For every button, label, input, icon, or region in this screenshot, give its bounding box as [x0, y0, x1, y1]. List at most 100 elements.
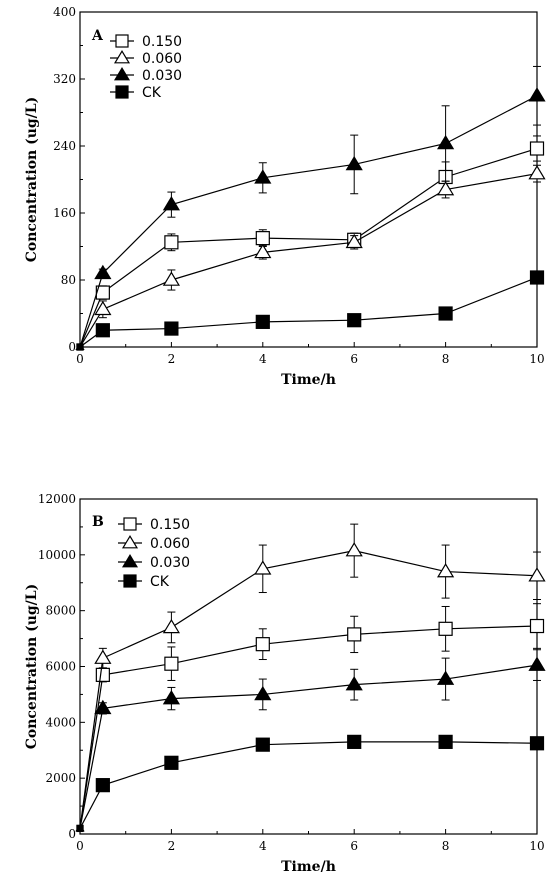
- data-point: [529, 618, 545, 634]
- x-tick-label: 0: [76, 839, 84, 853]
- legend-marker: [115, 85, 129, 99]
- legend-label: 0.060: [150, 536, 190, 552]
- y-tick-label: 6000: [45, 660, 76, 674]
- data-point: [164, 656, 179, 671]
- legend-item: 0.060: [110, 49, 182, 67]
- data-point: [529, 736, 545, 751]
- chart-panel-b: 0 2 4 6 8 10 0 2000 4000 6000 8000 10000 12000 Time/h…: [24, 492, 546, 875]
- data-point: [94, 699, 112, 715]
- series-a-1: [76, 135, 545, 351]
- legend-label: 0.150: [150, 517, 190, 533]
- series-b-4: [76, 734, 545, 833]
- y-axis-title: Concentration (ug/L): [24, 97, 40, 263]
- data-point: [255, 637, 270, 652]
- x-tick-label: 6: [350, 352, 358, 366]
- y-tick-label: 80: [61, 273, 76, 287]
- x-tick-label: 2: [168, 352, 176, 366]
- legend-item: 0.150: [118, 517, 190, 533]
- data-point: [95, 323, 110, 338]
- y-tick-label: 10000: [38, 548, 76, 562]
- x-tick-label: 10: [529, 839, 544, 853]
- data-point: [95, 778, 110, 793]
- series-a-4: [76, 270, 545, 351]
- x-tick-label: 2: [168, 839, 176, 853]
- data-point: [528, 87, 546, 102]
- data-point: [437, 563, 455, 578]
- data-point: [528, 567, 546, 582]
- data-point: [437, 180, 455, 196]
- data-point: [94, 300, 112, 316]
- data-point: [528, 656, 546, 671]
- data-point: [255, 314, 270, 329]
- legend-item: CK: [118, 574, 170, 590]
- data-point: [162, 196, 180, 211]
- data-point: [528, 165, 546, 180]
- y-tick-label: 12000: [38, 492, 76, 506]
- data-point: [437, 670, 455, 685]
- data-point: [345, 542, 363, 557]
- data-point: [76, 824, 84, 833]
- panel-label: B: [92, 514, 104, 530]
- data-point: [347, 627, 362, 642]
- series-line: [79, 741, 538, 829]
- x-tick-label: 4: [259, 352, 267, 366]
- y-tick-label: 240: [53, 139, 76, 153]
- legend-label: CK: [150, 574, 170, 590]
- legend-item: 0.030: [110, 66, 182, 84]
- data-point: [345, 155, 363, 171]
- data-point: [164, 321, 179, 336]
- legend-label: 0.030: [150, 555, 190, 571]
- y-tick-label: 2000: [45, 771, 76, 785]
- series-a-2: [75, 164, 546, 350]
- series-b-3: [75, 649, 546, 832]
- data-point: [255, 737, 270, 752]
- chart-panel-a: 0 2 4 6 8 10 0 80 160 240 320 400 Time/h Concentratio…: [24, 5, 546, 388]
- data-point: [76, 343, 84, 351]
- y-tick-label: 4000: [45, 715, 76, 729]
- y-tick-label: 8000: [45, 604, 76, 618]
- y-tick-label: 400: [53, 5, 76, 19]
- legend-marker: [123, 574, 137, 588]
- legend-item: CK: [110, 85, 162, 101]
- legend-marker: [113, 66, 131, 81]
- legend-marker: [123, 517, 137, 531]
- data-point: [164, 755, 179, 770]
- y-axis-title: Concentration (ug/L): [24, 584, 40, 750]
- panel-label: A: [91, 28, 104, 44]
- series-line: [79, 95, 538, 348]
- data-point: [347, 313, 362, 328]
- data-point: [162, 690, 180, 705]
- x-tick-label: 0: [76, 352, 84, 366]
- y-tick-label: 0: [68, 827, 76, 841]
- series-b-2: [75, 523, 546, 832]
- data-point: [438, 734, 453, 749]
- data-point: [255, 231, 270, 246]
- data-point: [254, 560, 272, 575]
- data-point: [345, 676, 363, 691]
- data-point: [254, 243, 272, 259]
- series-line: [79, 276, 538, 348]
- y-tick-label: 320: [53, 72, 76, 86]
- data-point: [162, 618, 180, 634]
- data-point: [438, 621, 453, 636]
- legend-item: 0.030: [118, 553, 190, 571]
- series-a-3: [75, 65, 546, 350]
- x-axis-title: Time/h: [281, 372, 336, 388]
- series-line: [79, 625, 538, 829]
- x-tick-label: 8: [442, 352, 450, 366]
- y-tick-label: 0: [68, 340, 76, 354]
- legend-item: 0.060: [118, 534, 190, 552]
- data-point: [94, 649, 112, 664]
- data-point: [345, 233, 363, 249]
- legend-marker: [121, 553, 139, 568]
- x-tick-label: 6: [350, 839, 358, 853]
- legend-label: CK: [142, 85, 162, 101]
- x-tick-label: 10: [529, 352, 544, 366]
- data-point: [254, 685, 272, 701]
- series-line: [79, 664, 538, 829]
- legend-marker: [113, 49, 131, 64]
- legend-marker: [121, 534, 139, 549]
- legend-label: 0.150: [142, 34, 182, 50]
